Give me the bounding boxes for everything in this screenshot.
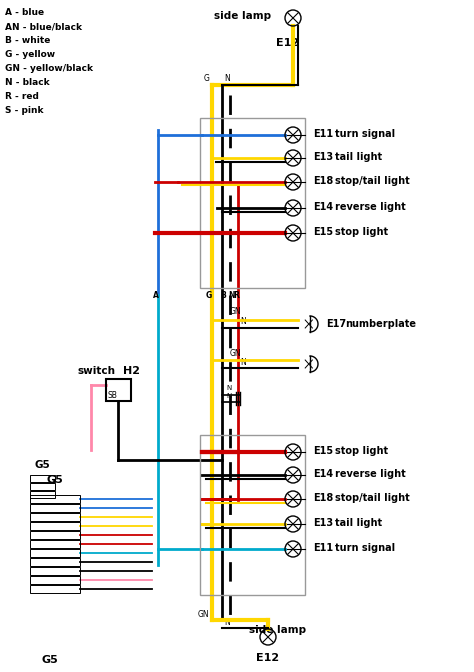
Bar	[106, 379, 131, 401]
Text: turn signal: turn signal	[335, 543, 395, 553]
Bar	[30, 495, 80, 503]
Bar	[200, 435, 305, 595]
Text: E11: E11	[313, 543, 333, 553]
Text: N: N	[226, 385, 231, 391]
Bar	[30, 549, 80, 557]
Text: side lamp: side lamp	[214, 11, 271, 21]
Text: GN: GN	[230, 307, 242, 316]
Text: R: R	[233, 291, 239, 300]
Bar	[30, 540, 80, 548]
Text: tail light: tail light	[335, 152, 382, 162]
Bar	[30, 513, 80, 521]
Text: S - pink: S - pink	[5, 106, 44, 115]
Bar	[30, 504, 80, 512]
Bar	[30, 585, 80, 593]
Text: G: G	[204, 74, 210, 83]
Text: GN: GN	[198, 610, 210, 619]
Text: N: N	[229, 291, 235, 300]
Text: switch: switch	[78, 366, 116, 376]
Text: E17: E17	[326, 319, 346, 329]
Text: E15: E15	[313, 227, 333, 237]
Text: N - black: N - black	[5, 78, 50, 87]
Text: turn signal: turn signal	[335, 129, 395, 139]
Text: stop/tail light: stop/tail light	[335, 493, 410, 503]
Text: N: N	[240, 317, 246, 326]
Text: R - red: R - red	[5, 92, 39, 101]
Text: E18: E18	[313, 176, 333, 186]
Text: E13: E13	[313, 152, 333, 162]
Bar	[30, 531, 80, 539]
Text: G5: G5	[34, 460, 50, 470]
Text: E18: E18	[313, 493, 333, 503]
Text: E12: E12	[276, 38, 300, 48]
Text: N: N	[240, 358, 246, 367]
Text: numberplate: numberplate	[345, 319, 416, 329]
Text: reverse light: reverse light	[335, 469, 406, 479]
Bar	[30, 491, 55, 498]
Text: E15: E15	[313, 446, 333, 456]
Text: G: G	[206, 291, 212, 300]
Text: G - yellow: G - yellow	[5, 50, 55, 59]
Text: GN - yellow/black: GN - yellow/black	[5, 64, 93, 73]
Text: E14: E14	[313, 469, 333, 479]
Bar	[30, 567, 80, 575]
Bar	[30, 522, 80, 530]
Text: stop/tail light: stop/tail light	[335, 176, 410, 186]
Text: stop light: stop light	[335, 446, 388, 456]
Text: AN - blue/black: AN - blue/black	[5, 22, 82, 31]
Text: side lamp: side lamp	[249, 625, 307, 635]
Text: G5: G5	[42, 655, 58, 665]
Text: reverse light: reverse light	[335, 202, 406, 212]
Bar	[30, 475, 55, 482]
Text: E11: E11	[313, 129, 333, 139]
Text: N: N	[226, 393, 231, 399]
Text: E14: E14	[313, 202, 333, 212]
Text: B: B	[220, 291, 226, 300]
Text: E13: E13	[313, 518, 333, 528]
Bar	[30, 576, 80, 584]
Text: tail light: tail light	[335, 518, 382, 528]
Bar	[30, 558, 80, 566]
Text: H2: H2	[123, 366, 140, 376]
Bar	[200, 118, 305, 288]
Text: B - white: B - white	[5, 36, 50, 45]
Text: E12: E12	[256, 653, 280, 663]
Text: N: N	[224, 618, 230, 627]
Text: G5: G5	[46, 475, 64, 485]
Text: A: A	[153, 291, 159, 300]
Text: GN: GN	[230, 349, 242, 358]
Text: stop light: stop light	[335, 227, 388, 237]
Text: A - blue: A - blue	[5, 8, 44, 17]
Bar	[30, 483, 55, 490]
Text: SB: SB	[108, 390, 118, 399]
Text: N: N	[224, 74, 230, 83]
